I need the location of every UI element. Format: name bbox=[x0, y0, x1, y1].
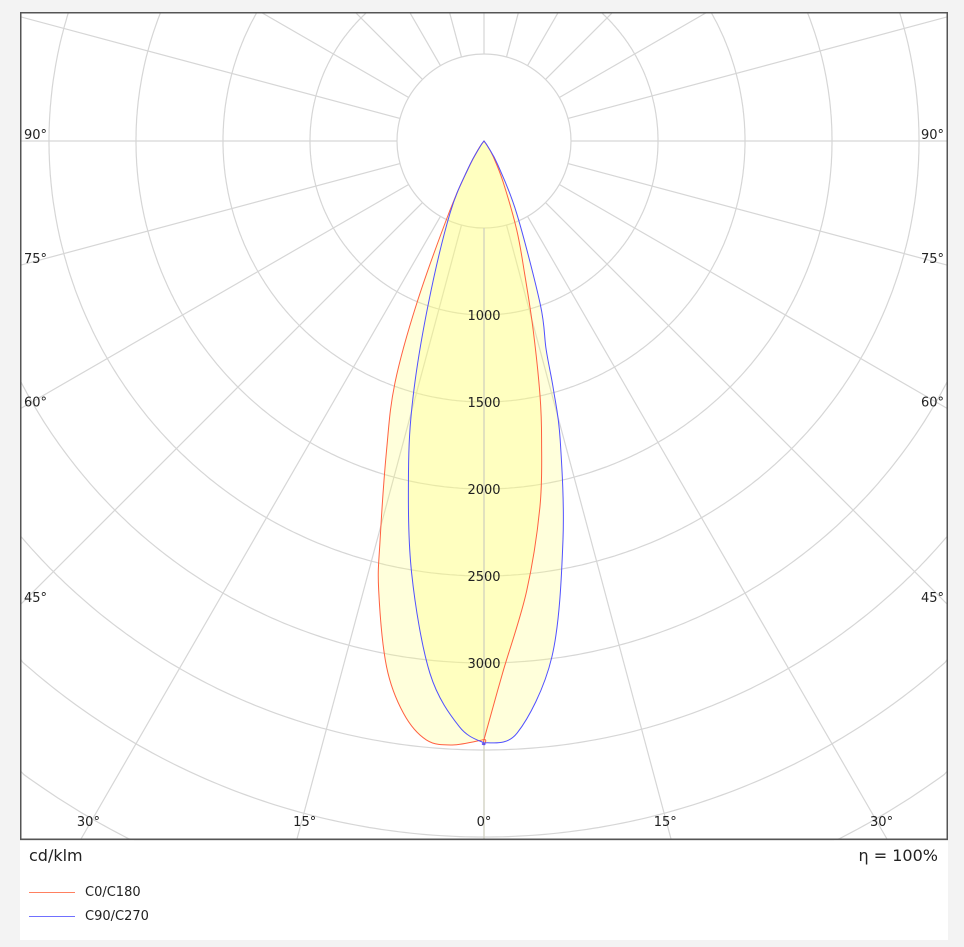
radial-gridline bbox=[260, 12, 409, 99]
radial-tick-label: 2500 bbox=[467, 570, 500, 585]
curve-fill-0 bbox=[378, 141, 542, 746]
ring-gridline bbox=[48, 12, 920, 577]
radial-gridline bbox=[567, 16, 948, 120]
radial-gridline bbox=[448, 12, 463, 58]
angle-label-bottom: 30° bbox=[870, 815, 893, 830]
ring-gridline bbox=[20, 12, 948, 664]
polar-plot: 1000 1500 2000 2500 3000 90° 90° 75° 75° 60° 60° 45… bbox=[20, 12, 948, 841]
radial-gridline bbox=[354, 12, 423, 80]
unit-label: cd/klm bbox=[29, 846, 83, 865]
angle-label-bottom: 30° bbox=[77, 815, 100, 830]
radial-gridline bbox=[559, 12, 708, 99]
angle-label-right: 60° bbox=[921, 395, 944, 410]
radial-tick-label: 2000 bbox=[467, 483, 500, 498]
radial-gridline bbox=[296, 224, 463, 841]
radial-gridline bbox=[409, 12, 442, 66]
angle-label-right: 75° bbox=[921, 252, 944, 267]
ring-gridline bbox=[135, 12, 833, 490]
legend-item-c0: C0/C180 bbox=[29, 885, 141, 900]
radial-gridline bbox=[545, 202, 948, 606]
radial-gridline bbox=[559, 183, 948, 410]
legend-label-c0: C0/C180 bbox=[85, 885, 141, 900]
ring-gridline bbox=[222, 12, 746, 403]
curve-fill-1 bbox=[408, 141, 564, 745]
legend-label-c90: C90/C270 bbox=[85, 909, 149, 924]
curve-c90-c270 bbox=[407, 140, 564, 746]
angle-label-left: 75° bbox=[24, 252, 47, 267]
radial-gridline bbox=[526, 216, 889, 841]
radial-tick-label: 1000 bbox=[467, 309, 500, 324]
radial-gridline bbox=[20, 202, 423, 606]
angle-label-right: 45° bbox=[921, 591, 944, 606]
legend-swatch-c90 bbox=[29, 916, 75, 917]
angle-label-bottom: 15° bbox=[654, 815, 677, 830]
curve-c0-c180 bbox=[377, 140, 543, 746]
angle-label-bottom: 0° bbox=[477, 815, 492, 830]
radial-tick-label: 1500 bbox=[467, 396, 500, 411]
radial-gridline bbox=[79, 216, 442, 841]
radial-gridline bbox=[505, 224, 672, 841]
ring-gridline bbox=[309, 12, 659, 316]
radial-gridline bbox=[526, 12, 559, 66]
radial-tick-label: 3000 bbox=[467, 657, 500, 672]
radial-gridline bbox=[567, 162, 948, 266]
angle-label-left: 45° bbox=[24, 591, 47, 606]
angle-label-bottom: 15° bbox=[293, 815, 316, 830]
radial-gridline bbox=[505, 12, 520, 58]
legend-swatch-c0 bbox=[29, 892, 75, 893]
radial-gridline bbox=[20, 183, 409, 410]
angle-label-left: 90° bbox=[24, 128, 47, 143]
angle-label-left: 60° bbox=[24, 395, 47, 410]
radial-gridline bbox=[545, 12, 614, 80]
radial-gridline bbox=[20, 162, 401, 266]
legend-item-c90: C90/C270 bbox=[29, 909, 149, 924]
plot-frame bbox=[20, 12, 948, 840]
radial-gridline bbox=[20, 16, 401, 120]
efficiency-label: η = 100% bbox=[858, 846, 938, 865]
angle-label-right: 90° bbox=[921, 128, 944, 143]
chart-panel: 1000 1500 2000 2500 3000 90° 90° 75° 75° 60° 60° 45… bbox=[20, 12, 948, 940]
